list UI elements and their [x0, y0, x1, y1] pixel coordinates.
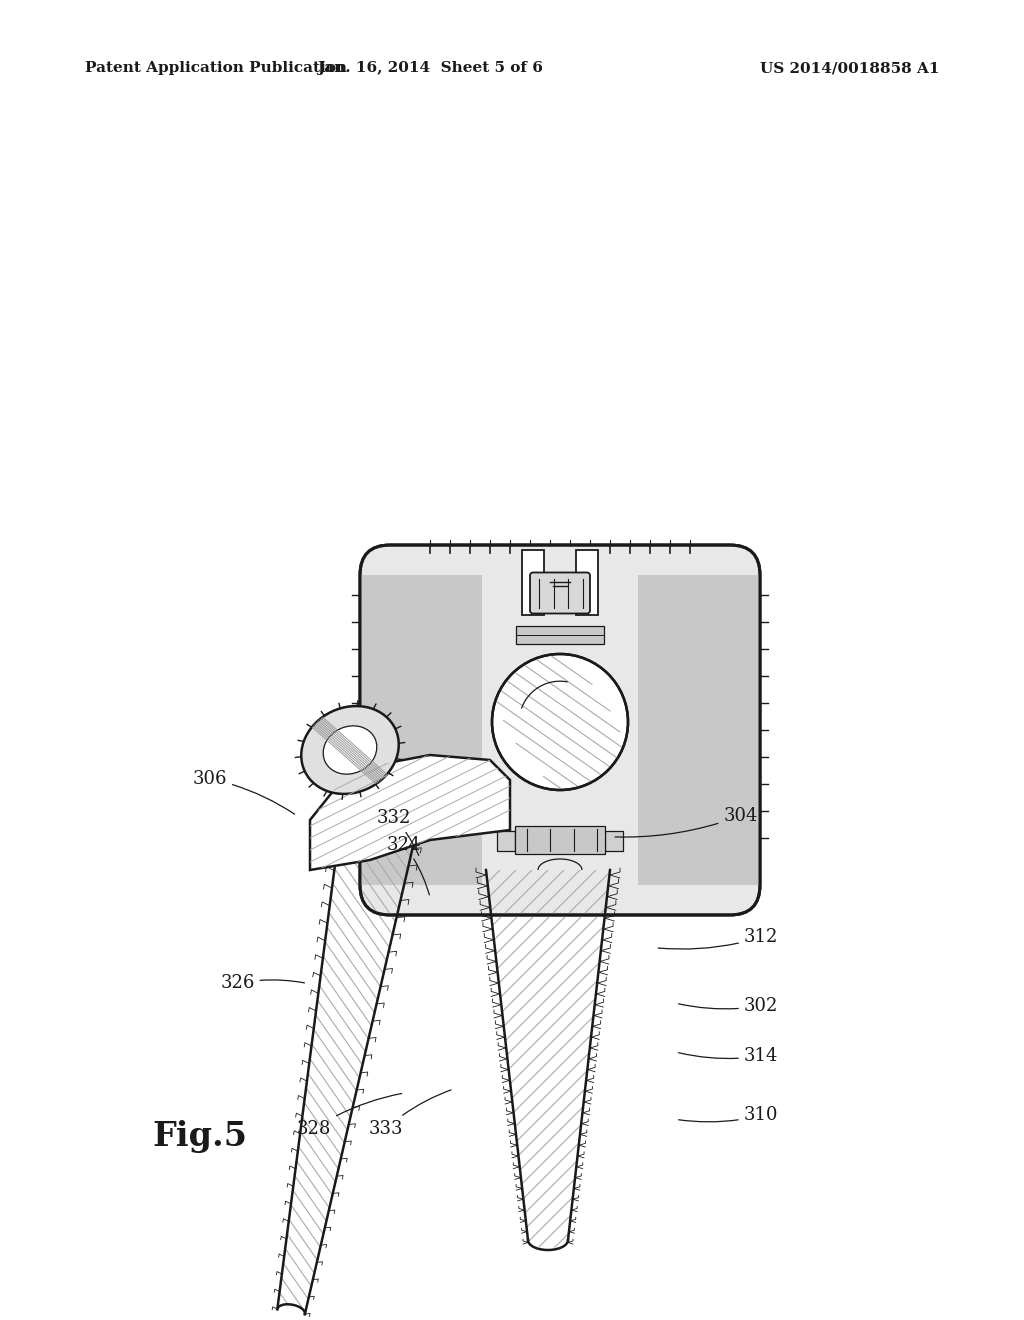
- Bar: [516, 626, 604, 644]
- Bar: [575, 550, 598, 615]
- FancyBboxPatch shape: [530, 573, 590, 614]
- Text: 333: 333: [369, 1090, 451, 1138]
- Text: 302: 302: [679, 997, 778, 1015]
- Polygon shape: [278, 783, 424, 1315]
- Text: 312: 312: [658, 928, 778, 949]
- Text: Fig.5: Fig.5: [152, 1119, 247, 1152]
- Circle shape: [492, 653, 628, 789]
- Text: 310: 310: [679, 1106, 778, 1125]
- Text: 332: 332: [377, 809, 419, 855]
- Polygon shape: [360, 576, 482, 884]
- Text: 304: 304: [615, 807, 758, 837]
- FancyBboxPatch shape: [360, 545, 760, 915]
- Text: Patent Application Publication: Patent Application Publication: [85, 61, 347, 75]
- Text: 306: 306: [193, 770, 295, 814]
- Ellipse shape: [324, 726, 377, 774]
- Text: Jan. 16, 2014  Sheet 5 of 6: Jan. 16, 2014 Sheet 5 of 6: [317, 61, 543, 75]
- Bar: [497, 832, 515, 851]
- Ellipse shape: [301, 706, 398, 793]
- Text: US 2014/0018858 A1: US 2014/0018858 A1: [760, 61, 939, 75]
- Bar: [515, 826, 605, 854]
- Text: 324: 324: [387, 836, 429, 895]
- Text: 314: 314: [679, 1047, 778, 1065]
- Bar: [605, 832, 623, 851]
- Polygon shape: [638, 576, 760, 884]
- Polygon shape: [310, 755, 510, 870]
- Bar: [522, 550, 544, 615]
- Text: 328: 328: [297, 1093, 401, 1138]
- Polygon shape: [486, 870, 610, 1247]
- Text: 326: 326: [220, 974, 304, 993]
